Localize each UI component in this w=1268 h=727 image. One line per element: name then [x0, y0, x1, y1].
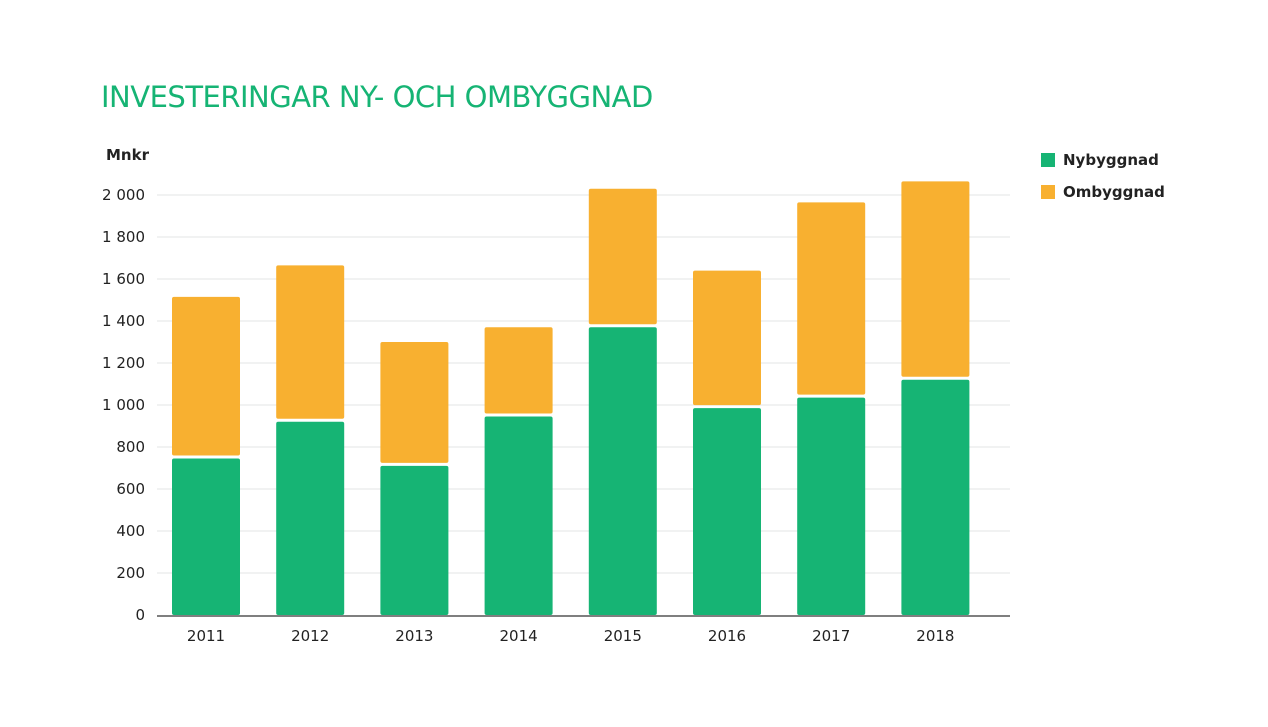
x-tick-label: 2011	[187, 627, 225, 645]
bar-ombyggnad-2011	[172, 296, 240, 456]
y-tick-label: 600	[116, 480, 145, 498]
bar-nybyggnad-2017	[797, 397, 866, 615]
bar-nybyggnad-2011	[172, 458, 240, 615]
y-tick-label: 1 600	[102, 270, 145, 288]
bar-ombyggnad-2012	[276, 265, 345, 419]
legend-label-nybyggnad: Nybyggnad	[1063, 151, 1159, 169]
x-tick-label: 2015	[604, 627, 642, 645]
legend-swatch-nybyggnad	[1041, 153, 1055, 167]
y-axis-unit-label: Mnkr	[106, 146, 149, 164]
y-tick-label: 1 200	[102, 354, 145, 372]
y-tick-label: 400	[116, 522, 145, 540]
x-tick-label: 2012	[291, 627, 329, 645]
y-tick-label: 1 000	[102, 396, 145, 414]
bar-ombyggnad-2015	[588, 188, 657, 325]
legend: Nybyggnad Ombyggnad	[1041, 144, 1165, 208]
y-tick-label: 1 400	[102, 312, 145, 330]
bar-nybyggnad-2018	[901, 379, 970, 615]
y-tick-label: 200	[116, 564, 145, 582]
y-tick-label: 1 800	[102, 228, 145, 246]
chart-title: INVESTERINGAR NY- OCH OMBYGGNAD	[101, 80, 653, 114]
bar-ombyggnad-2018	[901, 181, 970, 377]
bar-nybyggnad-2014	[484, 416, 553, 615]
legend-label-ombyggnad: Ombyggnad	[1063, 183, 1165, 201]
x-tick-label: 2016	[708, 627, 746, 645]
bar-nybyggnad-2015	[588, 327, 657, 615]
bar-nybyggnad-2016	[693, 408, 761, 615]
y-tick-label: 2 000	[102, 186, 145, 204]
bar-nybyggnad-2012	[276, 421, 345, 615]
x-tick-label: 2017	[812, 627, 850, 645]
x-tick-label: 2013	[395, 627, 433, 645]
bar-ombyggnad-2013	[380, 342, 449, 463]
y-tick-label: 0	[135, 606, 145, 624]
bar-ombyggnad-2017	[797, 202, 866, 395]
bar-nybyggnad-2013	[380, 465, 449, 615]
legend-item-ombyggnad: Ombyggnad	[1041, 176, 1165, 208]
y-tick-label: 800	[116, 438, 145, 456]
bar-ombyggnad-2016	[693, 270, 761, 406]
x-tick-label: 2018	[916, 627, 954, 645]
bar-ombyggnad-2014	[484, 327, 553, 414]
legend-item-nybyggnad: Nybyggnad	[1041, 144, 1165, 176]
legend-swatch-ombyggnad	[1041, 185, 1055, 199]
x-tick-label: 2014	[500, 627, 538, 645]
